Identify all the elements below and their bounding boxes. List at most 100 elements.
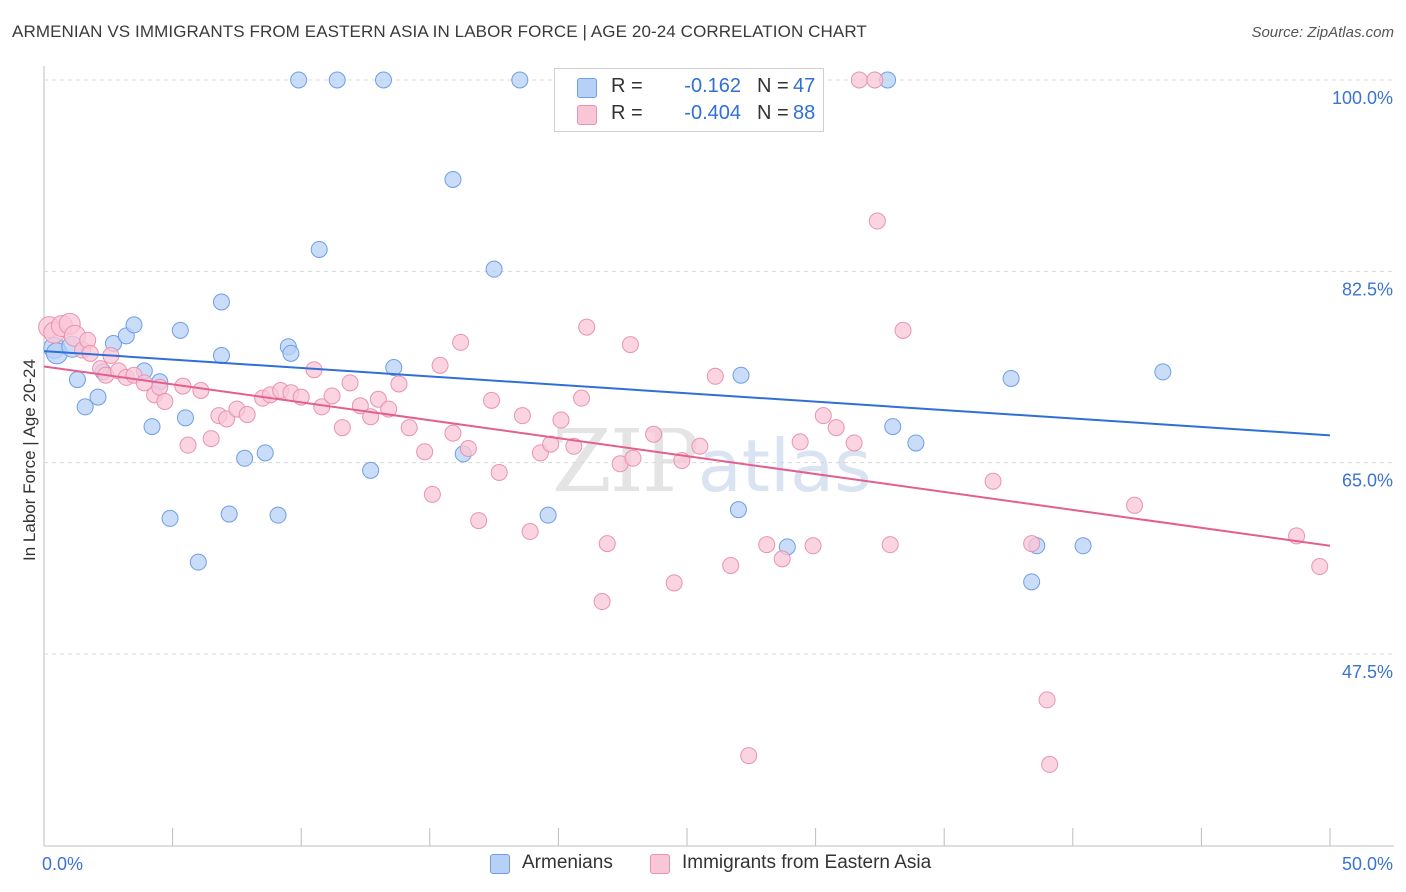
eastern-asia-point bbox=[459, 439, 477, 457]
armenian-trend-line bbox=[43, 350, 1331, 437]
armenian-point bbox=[212, 347, 230, 365]
armenian-point bbox=[444, 170, 462, 188]
eastern-asia-point bbox=[573, 389, 591, 407]
armenian-point bbox=[161, 509, 179, 527]
eastern-asia-point bbox=[1126, 496, 1144, 514]
eastern-asia-point bbox=[470, 512, 488, 530]
legend-label-armenians: Armenians bbox=[522, 852, 613, 873]
eastern-asia-point bbox=[431, 356, 449, 374]
eastern-asia-point bbox=[1023, 535, 1041, 553]
armenian-point bbox=[176, 409, 194, 427]
eastern-asia-point bbox=[369, 390, 387, 408]
eastern-asia-point bbox=[390, 375, 408, 393]
armenian-point bbox=[1023, 573, 1041, 591]
eastern-asia-point bbox=[452, 333, 470, 351]
eastern-asia-point bbox=[156, 392, 174, 410]
eastern-asia-point bbox=[542, 435, 560, 453]
armenian-point bbox=[256, 444, 274, 462]
armenian-point bbox=[1154, 363, 1172, 381]
eastern-asia-point bbox=[706, 367, 724, 385]
series-legend: Armenians Immigrants from Eastern Asia bbox=[0, 852, 1406, 878]
eastern-asia-point bbox=[645, 425, 663, 443]
armenian-point bbox=[907, 434, 925, 452]
legend-swatch-armenians bbox=[490, 854, 510, 874]
eastern-asia-point bbox=[444, 424, 462, 442]
eastern-asia-point bbox=[202, 430, 220, 448]
r-value: -0.162 bbox=[684, 75, 741, 97]
armenian-point bbox=[732, 366, 750, 384]
x-tick-label: 50.0% bbox=[1342, 854, 1393, 874]
eastern-asia-point bbox=[722, 556, 740, 574]
armenian-point bbox=[362, 461, 380, 479]
armenian-point bbox=[68, 371, 86, 389]
armenian-point bbox=[290, 71, 308, 89]
y-tick-label: 47.5% bbox=[1342, 662, 1393, 682]
eastern-asia-point bbox=[845, 434, 863, 452]
eastern-asia-point bbox=[624, 449, 642, 467]
eastern-asia-point bbox=[894, 321, 912, 339]
armenian-point bbox=[143, 418, 161, 436]
n-label: N = bbox=[757, 102, 789, 124]
eastern-asia-point bbox=[323, 387, 341, 405]
legend-swatch-eastern-asia bbox=[650, 854, 670, 874]
r-label: R = bbox=[611, 75, 643, 97]
y-tick-label: 65.0% bbox=[1342, 471, 1393, 491]
eastern-asia-point bbox=[866, 71, 884, 89]
legend-swatch-armenians bbox=[577, 78, 597, 98]
y-tick-label: 100.0% bbox=[1332, 88, 1393, 108]
eastern-asia-point bbox=[814, 407, 832, 425]
eastern-asia-point bbox=[1311, 558, 1329, 576]
eastern-asia-point bbox=[490, 464, 508, 482]
n-value: 88 bbox=[793, 102, 816, 124]
y-tick-label: 82.5% bbox=[1342, 279, 1393, 299]
eastern-asia-point bbox=[565, 437, 583, 455]
eastern-asia-point bbox=[868, 212, 886, 230]
armenian-point bbox=[511, 71, 529, 89]
armenian-point bbox=[171, 321, 189, 339]
source-credit: Source: ZipAtlas.com bbox=[1251, 24, 1394, 41]
eastern-asia-point bbox=[804, 537, 822, 555]
eastern-asia-point bbox=[578, 318, 596, 336]
eastern-asia-point bbox=[400, 419, 418, 437]
eastern-asia-point bbox=[513, 407, 531, 425]
armenian-point bbox=[539, 506, 557, 524]
armenian-point bbox=[76, 398, 94, 416]
armenian-point bbox=[212, 293, 230, 311]
eastern-asia-point bbox=[984, 472, 1002, 490]
eastern-asia-point bbox=[238, 406, 256, 424]
armenian-point bbox=[89, 388, 107, 406]
eastern-asia-point bbox=[593, 593, 611, 611]
eastern-asia-point bbox=[758, 536, 776, 554]
eastern-asia-point bbox=[665, 574, 683, 592]
eastern-asia-point bbox=[1038, 691, 1056, 709]
armenian-point bbox=[269, 506, 287, 524]
eastern-asia-point bbox=[881, 536, 899, 554]
eastern-asia-point bbox=[218, 410, 236, 428]
armenian-point bbox=[375, 71, 393, 89]
eastern-asia-point bbox=[850, 71, 868, 89]
eastern-asia-point bbox=[416, 443, 434, 461]
eastern-asia-point bbox=[192, 382, 210, 400]
n-value: 47 bbox=[793, 75, 816, 97]
armenian-point bbox=[328, 71, 346, 89]
eastern-asia-point bbox=[827, 419, 845, 437]
eastern-asia-point bbox=[333, 419, 351, 437]
legend-label-eastern-asia: Immigrants from Eastern Asia bbox=[682, 852, 932, 873]
armenian-point bbox=[189, 553, 207, 571]
eastern-asia-point bbox=[423, 485, 441, 503]
watermark-atlas: atlas bbox=[697, 424, 872, 508]
eastern-asia-point bbox=[791, 433, 809, 451]
armenian-point bbox=[310, 240, 328, 258]
eastern-asia-point bbox=[691, 437, 709, 455]
eastern-asia-point bbox=[521, 523, 539, 541]
armenian-point bbox=[1074, 537, 1092, 555]
eastern-asia-point bbox=[135, 374, 153, 392]
chart-title: ARMENIAN VS IMMIGRANTS FROM EASTERN ASIA… bbox=[12, 22, 867, 41]
eastern-asia-point bbox=[773, 550, 791, 568]
eastern-asia-point bbox=[740, 747, 758, 765]
eastern-asia-point bbox=[552, 411, 570, 429]
armenian-point bbox=[485, 260, 503, 278]
eastern-asia-point bbox=[621, 336, 639, 354]
x-tick-label: 0.0% bbox=[42, 854, 83, 874]
